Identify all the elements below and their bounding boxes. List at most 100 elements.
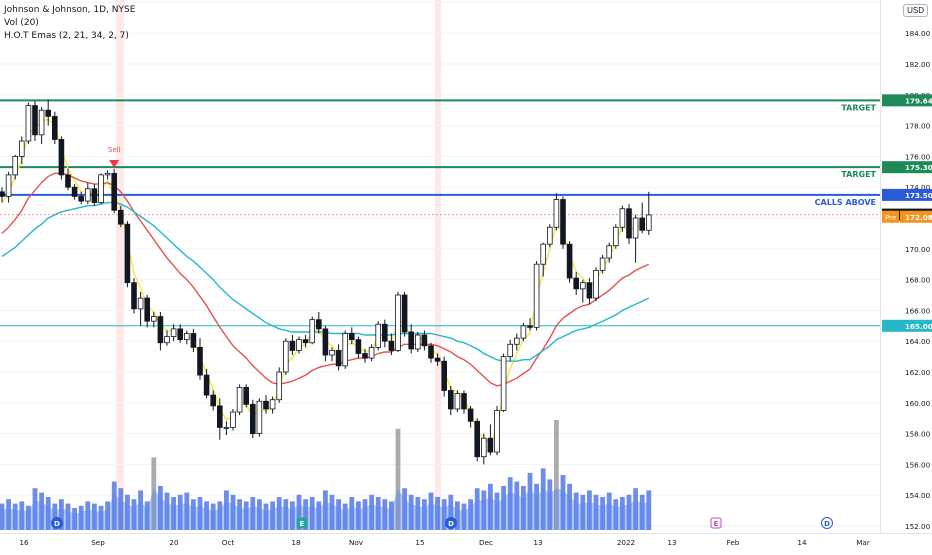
price-tick-label: 168.00 <box>905 276 931 285</box>
candle <box>627 209 632 238</box>
price-tag-label: 173.50 <box>905 191 932 200</box>
candle <box>613 227 618 245</box>
sell-signal-label: Sell <box>108 146 121 154</box>
candle <box>369 347 374 358</box>
time-tick-label: 13 <box>533 538 542 547</box>
price-tick-label: 158.00 <box>905 430 931 439</box>
candle <box>66 175 71 187</box>
price-tag-label: 179.64 <box>905 96 932 105</box>
candle <box>363 354 368 359</box>
candle <box>297 340 302 351</box>
candle <box>72 187 77 196</box>
candle <box>594 270 599 298</box>
candle <box>495 411 500 453</box>
candle <box>336 350 341 365</box>
candle <box>270 400 275 409</box>
candle <box>521 326 526 338</box>
candle <box>217 406 222 428</box>
time-tick-label: 2022 <box>617 538 635 547</box>
price-tick-label: 162.00 <box>905 368 931 377</box>
candle <box>448 390 453 408</box>
candle <box>211 395 216 406</box>
price-tag-prefix: Pre <box>885 214 896 222</box>
candle <box>567 244 572 278</box>
candle <box>415 335 420 349</box>
chart-legend: Johnson & Johnson, 1D, NYSE Vol (20) H.O… <box>4 4 135 43</box>
candle <box>33 106 38 135</box>
price-tick-label: 156.00 <box>905 460 931 469</box>
time-tick-label: Dec <box>479 538 493 547</box>
candle <box>422 335 427 346</box>
candle <box>396 295 401 350</box>
candle <box>257 401 262 433</box>
candle <box>409 332 414 349</box>
time-tick-label: 13 <box>667 538 676 547</box>
candle <box>580 283 585 289</box>
candle <box>52 116 57 139</box>
candle <box>145 298 150 321</box>
candle <box>85 189 90 201</box>
candle <box>429 346 434 358</box>
candle <box>633 218 638 238</box>
candle <box>455 394 460 409</box>
candle <box>475 421 480 456</box>
candle <box>508 344 513 356</box>
candle <box>184 334 189 340</box>
candle <box>132 283 137 309</box>
candle <box>178 329 183 340</box>
currency-button[interactable]: USD <box>903 4 928 17</box>
volume-indicator-label[interactable]: Vol (20) <box>4 17 135 30</box>
candle <box>330 350 335 355</box>
price-tick-label: 184.00 <box>905 29 931 38</box>
candle <box>607 246 612 258</box>
ema-indicator-label[interactable]: H.O.T Emas (2, 21, 34, 2, 7) <box>4 30 135 43</box>
time-tick-label: Nov <box>349 538 364 547</box>
candle <box>382 324 387 341</box>
candle <box>264 401 269 409</box>
candle <box>231 412 236 427</box>
price-tag-label: 165.00 <box>905 322 932 331</box>
candle <box>316 320 321 329</box>
candle <box>541 244 546 264</box>
candle <box>13 156 18 174</box>
candle <box>46 110 51 116</box>
candle <box>620 209 625 227</box>
time-tick-label: 20 <box>169 538 179 547</box>
candle <box>283 341 288 372</box>
candle <box>118 210 123 224</box>
candle <box>389 341 394 350</box>
event-marker-label: D <box>824 520 830 528</box>
event-marker-label: D <box>54 520 60 528</box>
candle <box>6 175 11 197</box>
candle <box>343 334 348 366</box>
price-tick-label: 178.00 <box>905 122 931 131</box>
candle <box>376 324 381 347</box>
candle <box>237 387 242 412</box>
price-tick-label: 170.00 <box>905 245 931 254</box>
time-tick-label: 18 <box>291 538 301 547</box>
price-tick-label: 166.00 <box>905 306 931 315</box>
candle <box>158 317 163 343</box>
candle-layer <box>0 99 651 464</box>
price-tick-label: 152.00 <box>905 522 931 531</box>
candle <box>501 357 506 411</box>
candle <box>204 375 209 395</box>
candle <box>79 196 84 201</box>
candle <box>198 347 203 375</box>
candle <box>356 340 361 354</box>
candle <box>171 329 176 337</box>
candle <box>349 334 354 340</box>
candle <box>19 141 24 156</box>
price-tick-label: 160.00 <box>905 399 931 408</box>
time-tick-label: Oct <box>222 538 235 547</box>
event-marker-label: E <box>300 520 305 528</box>
time-tick-label: 15 <box>415 538 424 547</box>
price-tag-label: 172.08 <box>905 213 932 222</box>
price-tag-label: 175.30 <box>905 163 932 172</box>
candle <box>514 338 519 344</box>
candle <box>39 110 44 135</box>
candle <box>92 189 97 203</box>
symbol-title[interactable]: Johnson & Johnson, 1D, NYSE <box>4 4 135 17</box>
